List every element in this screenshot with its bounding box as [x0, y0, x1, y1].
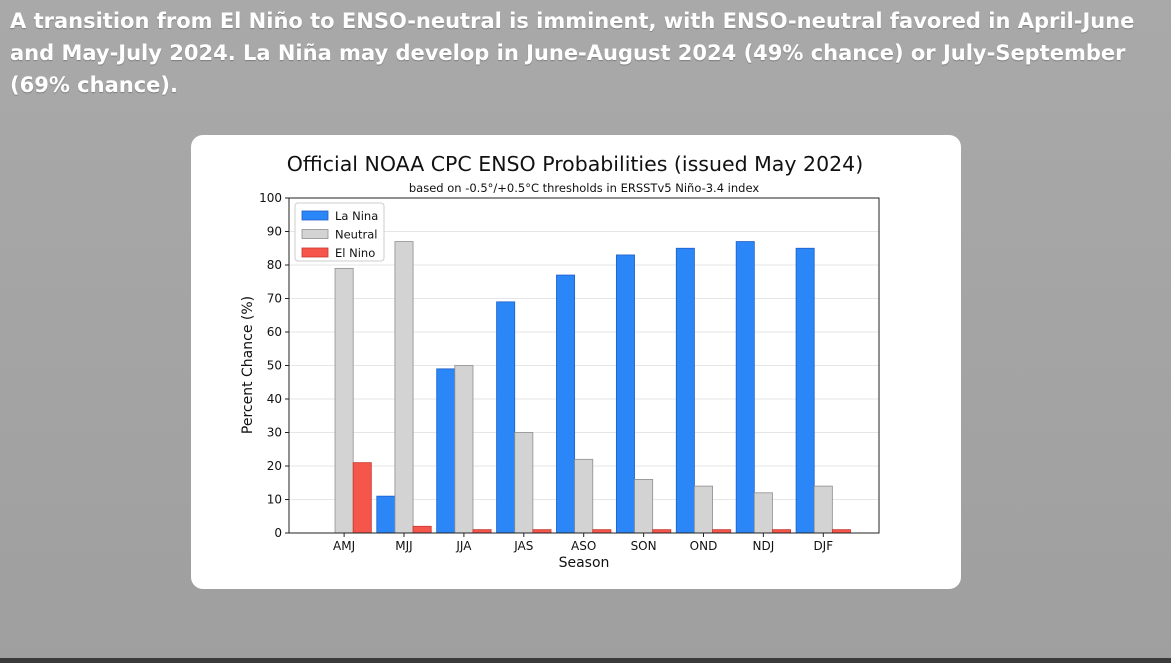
y-tick-label: 10 — [267, 493, 282, 507]
bar-el-nino-aso — [592, 529, 612, 534]
y-tick-label: 90 — [267, 225, 282, 239]
bar-la-nina-aso — [556, 274, 576, 534]
y-tick-label: 80 — [267, 258, 282, 272]
bar-la-nina-son — [615, 254, 635, 534]
y-tick-label: 0 — [274, 526, 282, 540]
bar-la-nina-jja — [436, 368, 456, 534]
x-axis-label: Season — [559, 555, 610, 571]
bar-el-nino-djf — [831, 529, 851, 534]
legend-swatch-el-nino — [301, 247, 329, 258]
x-tick-label: SON — [631, 539, 657, 553]
bar-la-nina-djf — [795, 247, 815, 534]
x-tick-label: DJF — [813, 539, 833, 553]
y-tick-label: 70 — [267, 292, 282, 306]
bar-la-nina-ndj — [735, 241, 755, 534]
bar-neutral-ond — [694, 485, 713, 534]
bar-la-nina-mjj — [376, 495, 396, 534]
x-tick-label: JAS — [513, 539, 533, 553]
legend-swatch-la-nina — [301, 210, 329, 221]
legend-label-el-nino: El Nino — [335, 246, 375, 260]
x-tick-label: ASO — [571, 539, 596, 553]
y-axis-label: Percent Chance (%) — [240, 296, 256, 434]
bar-el-nino-son — [652, 529, 672, 534]
y-tick-label: 30 — [267, 426, 282, 440]
bar-neutral-amj — [334, 267, 354, 534]
y-tick-label: 40 — [267, 392, 282, 406]
bar-la-nina-ond — [675, 247, 695, 534]
bar-el-nino-jas — [532, 529, 552, 534]
legend-swatch-neutral — [301, 229, 329, 239]
x-tick-label: NDJ — [753, 539, 775, 553]
bar-el-nino-ndj — [772, 529, 792, 534]
bar-neutral-jja — [454, 365, 474, 534]
chart-title: Official NOAA CPC ENSO Probabilities (is… — [287, 152, 863, 176]
bar-neutral-ndj — [753, 492, 773, 534]
legend-label-la-nina: La Nina — [335, 209, 378, 223]
bar-neutral-son — [634, 478, 654, 534]
y-tick-label: 20 — [267, 459, 282, 473]
y-tick-label: 60 — [267, 325, 282, 339]
x-tick-label: AMJ — [333, 539, 355, 553]
bar-neutral-djf — [813, 485, 833, 534]
bar-neutral-jas — [514, 432, 534, 534]
legend-label-neutral: Neutral — [335, 228, 377, 242]
bar-la-nina-jas — [496, 301, 516, 534]
bottom-bar — [0, 658, 1171, 663]
bar-el-nino-amj — [352, 462, 372, 534]
enso-probability-chart: Official NOAA CPC ENSO Probabilities (is… — [240, 152, 880, 571]
bar-el-nino-mjj — [412, 525, 432, 534]
bar-el-nino-ond — [712, 529, 732, 534]
chart-subtitle: based on -0.5°/+0.5°C thresholds in ERSS… — [409, 181, 759, 195]
y-tick-label: 100 — [259, 191, 282, 205]
bar-neutral-mjj — [394, 241, 414, 534]
x-tick-label: MJJ — [395, 539, 412, 553]
y-tick-label: 50 — [267, 359, 282, 373]
legend: La Nina Neutral El Nino — [294, 202, 385, 262]
chart-card: Official NOAA CPC ENSO Probabilities (is… — [191, 135, 961, 589]
headline: A transition from El Niño to ENSO-neutra… — [10, 9, 1135, 97]
bar-el-nino-jja — [472, 529, 492, 534]
bar-neutral-aso — [574, 458, 594, 534]
x-tick-label: OND — [690, 539, 718, 553]
x-tick-label: JJA — [455, 539, 472, 553]
